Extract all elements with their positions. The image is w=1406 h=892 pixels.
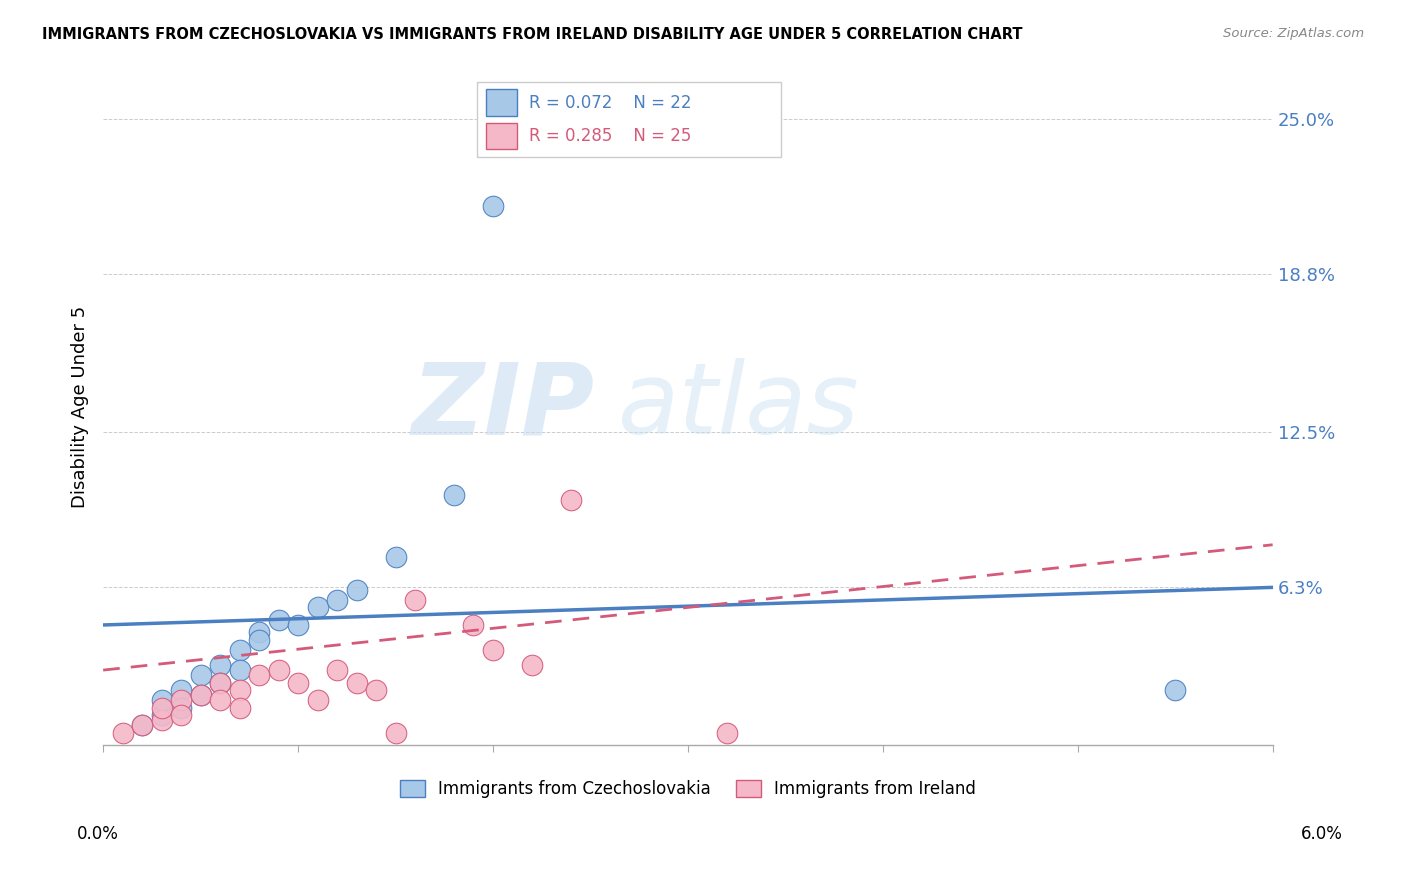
Point — [190, 688, 212, 702]
Point — [209, 693, 232, 707]
Point — [287, 675, 309, 690]
Point — [209, 675, 232, 690]
Point — [560, 492, 582, 507]
Point — [482, 643, 505, 657]
Point — [364, 683, 387, 698]
Point — [346, 582, 368, 597]
Point — [170, 683, 193, 698]
Point — [1164, 683, 1187, 698]
Point — [170, 700, 193, 714]
Point — [326, 663, 349, 677]
Text: Source: ZipAtlas.com: Source: ZipAtlas.com — [1223, 27, 1364, 40]
Text: IMMIGRANTS FROM CZECHOSLOVAKIA VS IMMIGRANTS FROM IRELAND DISABILITY AGE UNDER 5: IMMIGRANTS FROM CZECHOSLOVAKIA VS IMMIGR… — [42, 27, 1022, 42]
Point — [150, 700, 173, 714]
Point — [267, 613, 290, 627]
Point — [307, 600, 329, 615]
Point — [150, 693, 173, 707]
Point — [190, 668, 212, 682]
Point — [326, 593, 349, 607]
Text: 0.0%: 0.0% — [77, 825, 120, 843]
Point — [346, 675, 368, 690]
Point — [228, 683, 250, 698]
Point — [404, 593, 426, 607]
Legend: Immigrants from Czechoslovakia, Immigrants from Ireland: Immigrants from Czechoslovakia, Immigran… — [394, 773, 983, 805]
Text: 6.0%: 6.0% — [1301, 825, 1343, 843]
Text: ZIP: ZIP — [412, 359, 595, 456]
Point — [307, 693, 329, 707]
Point — [443, 488, 465, 502]
Point — [190, 688, 212, 702]
Point — [150, 713, 173, 727]
Point — [247, 633, 270, 648]
Point — [247, 668, 270, 682]
Y-axis label: Disability Age Under 5: Disability Age Under 5 — [72, 306, 89, 508]
Point — [170, 693, 193, 707]
Point — [247, 625, 270, 640]
Point — [228, 700, 250, 714]
Point — [209, 658, 232, 673]
Point — [209, 675, 232, 690]
Point — [131, 718, 153, 732]
Point — [384, 725, 406, 739]
Point — [228, 643, 250, 657]
Point — [384, 550, 406, 565]
Point — [463, 618, 485, 632]
Point — [287, 618, 309, 632]
Point — [228, 663, 250, 677]
Point — [150, 708, 173, 723]
Point — [170, 708, 193, 723]
Point — [111, 725, 134, 739]
Point — [482, 199, 505, 213]
Point — [520, 658, 543, 673]
Point — [267, 663, 290, 677]
Point — [716, 725, 738, 739]
Point — [131, 718, 153, 732]
Text: atlas: atlas — [617, 359, 859, 456]
